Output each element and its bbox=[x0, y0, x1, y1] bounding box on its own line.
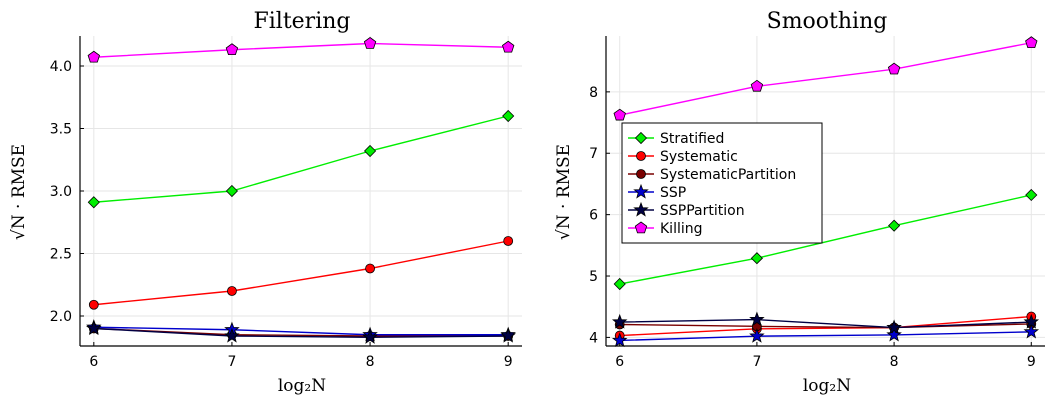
x-tick-label: 6 bbox=[615, 354, 624, 370]
killing-point bbox=[1025, 36, 1038, 49]
stratified-line bbox=[619, 194, 1032, 285]
killing-point bbox=[502, 40, 515, 53]
systematic-point bbox=[227, 286, 237, 296]
stratified-point bbox=[502, 109, 515, 123]
smoothing-title: Smoothing bbox=[767, 9, 888, 34]
ssp-point bbox=[611, 332, 628, 348]
x-tick-label: 7 bbox=[752, 354, 761, 370]
systematic-line bbox=[93, 240, 509, 306]
ssp-point bbox=[749, 328, 765, 343]
legend-marker-ssp bbox=[633, 183, 649, 199]
y-tick-label: 6 bbox=[589, 208, 598, 224]
systematic-point bbox=[88, 299, 99, 310]
systematic-line bbox=[619, 315, 1032, 337]
systematic-partition-line bbox=[619, 323, 1032, 329]
ssppartition-point bbox=[1023, 313, 1040, 329]
y-tick-label: 3.0 bbox=[50, 184, 72, 200]
stratified-point bbox=[1025, 188, 1038, 202]
y-tick-label: 7 bbox=[589, 146, 598, 162]
ssp-point bbox=[1023, 323, 1040, 339]
legend-label-systematic: Systematic bbox=[660, 149, 738, 165]
x-tick-label: 7 bbox=[227, 354, 236, 370]
ssppartition-point bbox=[500, 327, 516, 343]
y-tick-label: 3.5 bbox=[50, 122, 72, 138]
ssppartition-point bbox=[611, 313, 628, 329]
stratified-point bbox=[363, 144, 377, 158]
legend-marker-systematic-partition bbox=[636, 169, 646, 179]
ssp-line bbox=[619, 331, 1032, 342]
y-tick-label: 5 bbox=[589, 269, 598, 285]
legend-label-stratified: Stratified bbox=[660, 131, 724, 147]
legend-label-systematic-partition: SystematicPartition bbox=[660, 167, 796, 183]
stratified-point bbox=[613, 277, 626, 291]
killing-point bbox=[613, 108, 626, 121]
x-tick-label: 8 bbox=[366, 354, 375, 370]
legend-label-ssp: SSP bbox=[660, 185, 686, 201]
y-tick-label: 2.0 bbox=[50, 309, 72, 325]
killing-line bbox=[619, 42, 1032, 116]
legend-marker-killing bbox=[634, 221, 648, 234]
killing-point bbox=[363, 37, 377, 49]
stratified-line bbox=[93, 115, 509, 203]
legend-label-killing: Killing bbox=[660, 221, 703, 237]
killing-line bbox=[93, 42, 509, 58]
stratified-point bbox=[888, 219, 901, 232]
ssppartition-point bbox=[224, 327, 240, 343]
legend-marker-stratified bbox=[634, 131, 648, 145]
ssppartition-point bbox=[749, 311, 765, 327]
legend: Stratified Systematic SystematicPartition S… bbox=[621, 122, 823, 244]
x-tick-label: 8 bbox=[890, 354, 899, 370]
stratified-point bbox=[750, 252, 763, 265]
y-tick-label: 2.5 bbox=[50, 247, 72, 263]
smoothing-ylabel: √N · RMSE bbox=[554, 144, 574, 240]
stratified-point bbox=[225, 184, 239, 198]
ssppartition-line bbox=[619, 318, 1032, 329]
smoothing-panel: Smoothing log₂N √N · RMSE 6 7 8 9 4 5 6 7 8 Strat… bbox=[554, 9, 1045, 396]
ssp-line bbox=[93, 326, 509, 336]
x-tick-label: 9 bbox=[504, 354, 513, 370]
x-tick-label: 9 bbox=[1027, 354, 1036, 370]
legend-marker-ssppartition bbox=[633, 201, 649, 217]
filtering-panel: Filtering log₂N √N · RMSE 6 7 8 9 2.0 2.5 3.0 3… bbox=[9, 9, 522, 396]
filtering-ylabel: √N · RMSE bbox=[9, 144, 29, 240]
legend-label-ssppartition: SSPPartition bbox=[660, 203, 745, 219]
killing-point bbox=[225, 43, 239, 55]
y-tick-label: 4.0 bbox=[50, 59, 72, 75]
ssppartition-point bbox=[86, 320, 102, 336]
killing-point bbox=[750, 79, 764, 92]
systematic-point bbox=[365, 263, 375, 274]
x-tick-label: 6 bbox=[89, 354, 98, 370]
legend-marker-systematic bbox=[636, 151, 646, 161]
killing-point bbox=[887, 62, 901, 75]
ssp-point bbox=[886, 326, 902, 342]
killing-point bbox=[87, 50, 100, 63]
ssppartition-point bbox=[886, 319, 902, 335]
legend-box bbox=[621, 122, 823, 244]
ssppartition-line bbox=[93, 327, 509, 338]
filtering-title: Filtering bbox=[253, 9, 350, 34]
y-tick-label: 8 bbox=[589, 85, 598, 101]
systematic-point bbox=[503, 236, 514, 246]
stratified-point bbox=[87, 196, 100, 209]
ssppartition-point bbox=[362, 329, 378, 344]
smoothing-xlabel: log₂N bbox=[803, 376, 851, 396]
y-tick-label: 4 bbox=[589, 330, 598, 346]
filtering-xlabel: log₂N bbox=[278, 376, 326, 396]
